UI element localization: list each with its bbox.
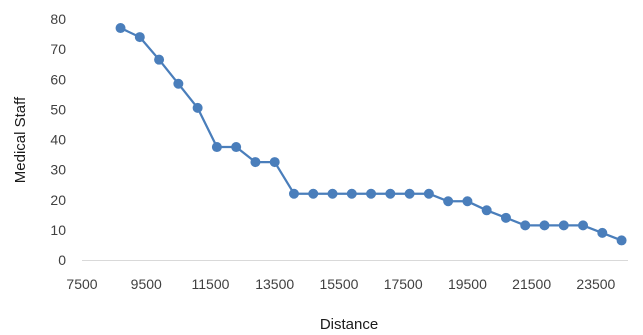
data-point	[211, 142, 222, 153]
x-tick-label: 19500	[448, 276, 487, 292]
data-point	[500, 212, 511, 223]
data-point	[115, 23, 126, 34]
x-tick-label: 11500	[192, 276, 230, 292]
y-tick-label: 0	[58, 252, 66, 268]
data-point	[134, 32, 145, 43]
y-tick-label: 10	[50, 222, 66, 238]
data-point	[578, 220, 589, 231]
data-point	[154, 54, 165, 65]
data-point	[346, 188, 357, 199]
x-tick-label: 21500	[512, 276, 551, 292]
data-point	[481, 205, 492, 216]
x-axis-title: Distance	[320, 316, 378, 333]
y-tick-label: 20	[50, 192, 66, 208]
data-point	[443, 196, 454, 207]
y-axis-title: Medical Staff	[12, 96, 29, 183]
x-tick-label: 9500	[131, 276, 162, 292]
x-tick-label: 13500	[255, 276, 294, 292]
data-point	[385, 188, 396, 199]
data-point	[404, 188, 415, 199]
data-point	[308, 188, 319, 199]
x-tick-label: 23500	[576, 276, 615, 292]
data-point	[192, 102, 203, 113]
y-axis-tick-labels: 0 10 20 30 40 50 60 70 80	[50, 11, 66, 268]
data-point	[173, 78, 184, 89]
data-point	[327, 188, 338, 199]
data-point	[423, 188, 434, 199]
data-point	[462, 196, 473, 207]
y-tick-label: 50	[50, 101, 66, 117]
series-line	[120, 26, 623, 242]
data-point	[539, 220, 550, 231]
data-point	[288, 188, 299, 199]
y-tick-label: 70	[50, 41, 66, 57]
series-layer	[115, 23, 627, 246]
data-point	[269, 157, 280, 168]
y-tick-label: 60	[50, 71, 66, 87]
data-point	[250, 157, 261, 168]
x-tick-label: 15500	[319, 276, 358, 292]
data-point	[520, 220, 531, 231]
data-point	[558, 220, 569, 231]
data-point	[231, 142, 242, 153]
y-tick-label: 40	[50, 132, 66, 148]
x-tick-label: 7500	[66, 276, 97, 292]
y-tick-label: 80	[50, 11, 66, 27]
x-axis-tick-labels: 7500 9500 11500 13500 15500 17500 19500 21500 23…	[66, 276, 615, 292]
data-point	[366, 188, 377, 199]
data-point	[616, 235, 627, 246]
x-tick-label: 17500	[384, 276, 423, 292]
y-tick-label: 30	[50, 162, 66, 178]
data-point	[597, 227, 608, 238]
